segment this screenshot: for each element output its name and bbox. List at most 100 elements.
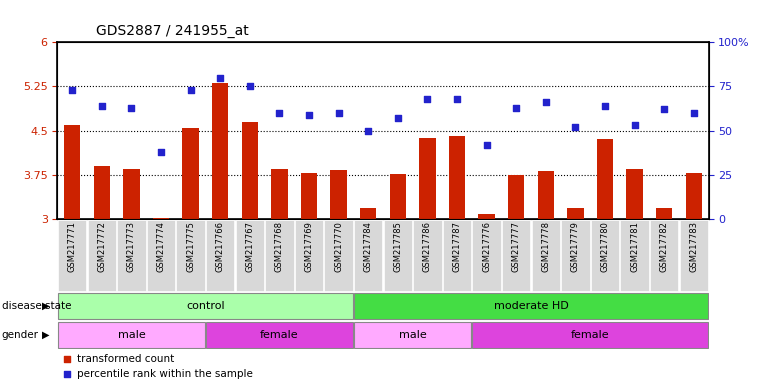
Text: GSM217767: GSM217767 bbox=[245, 221, 254, 272]
Bar bbox=[64, 125, 80, 219]
FancyBboxPatch shape bbox=[58, 220, 87, 291]
Bar bbox=[360, 208, 376, 219]
Text: GSM217775: GSM217775 bbox=[186, 221, 195, 272]
Text: disease state: disease state bbox=[2, 301, 71, 311]
FancyBboxPatch shape bbox=[502, 220, 530, 291]
Point bbox=[540, 99, 552, 105]
Point bbox=[510, 104, 522, 111]
Text: GSM217773: GSM217773 bbox=[127, 221, 136, 272]
Point bbox=[273, 110, 286, 116]
Text: GSM217778: GSM217778 bbox=[542, 221, 550, 272]
FancyBboxPatch shape bbox=[413, 220, 442, 291]
Point bbox=[569, 124, 581, 130]
FancyBboxPatch shape bbox=[325, 220, 353, 291]
Point bbox=[155, 149, 167, 155]
FancyBboxPatch shape bbox=[473, 322, 708, 348]
FancyBboxPatch shape bbox=[206, 322, 353, 348]
Bar bbox=[627, 169, 643, 219]
Text: GSM217779: GSM217779 bbox=[571, 221, 580, 272]
Text: GSM217782: GSM217782 bbox=[660, 221, 669, 272]
FancyBboxPatch shape bbox=[679, 220, 708, 291]
Text: ▶: ▶ bbox=[42, 330, 50, 340]
FancyBboxPatch shape bbox=[650, 220, 679, 291]
FancyBboxPatch shape bbox=[58, 293, 353, 319]
Text: GSM217780: GSM217780 bbox=[601, 221, 610, 272]
Text: male: male bbox=[399, 330, 427, 340]
Bar bbox=[212, 83, 228, 219]
FancyBboxPatch shape bbox=[58, 322, 205, 348]
Text: GSM217776: GSM217776 bbox=[482, 221, 491, 272]
Bar bbox=[271, 169, 287, 219]
Point bbox=[628, 122, 640, 128]
FancyBboxPatch shape bbox=[620, 220, 649, 291]
FancyBboxPatch shape bbox=[591, 220, 619, 291]
Bar bbox=[686, 173, 702, 219]
Point bbox=[451, 96, 463, 102]
FancyBboxPatch shape bbox=[265, 220, 293, 291]
Bar bbox=[330, 170, 347, 219]
Text: gender: gender bbox=[2, 330, 38, 340]
Point bbox=[244, 83, 256, 89]
Text: ▶: ▶ bbox=[42, 301, 50, 311]
FancyBboxPatch shape bbox=[295, 220, 323, 291]
Point bbox=[214, 74, 227, 81]
Point bbox=[303, 112, 315, 118]
FancyBboxPatch shape bbox=[443, 220, 471, 291]
Text: GSM217772: GSM217772 bbox=[97, 221, 106, 272]
Text: GSM217787: GSM217787 bbox=[453, 221, 461, 272]
Bar bbox=[301, 173, 317, 219]
Bar bbox=[449, 136, 465, 219]
Point bbox=[688, 110, 700, 116]
Point bbox=[126, 104, 138, 111]
FancyBboxPatch shape bbox=[354, 322, 471, 348]
Bar bbox=[242, 122, 258, 219]
Bar bbox=[390, 174, 406, 219]
FancyBboxPatch shape bbox=[117, 220, 146, 291]
Text: male: male bbox=[117, 330, 146, 340]
Text: GSM217781: GSM217781 bbox=[630, 221, 639, 272]
Bar bbox=[93, 166, 110, 219]
Point bbox=[96, 103, 108, 109]
Point bbox=[466, 137, 478, 144]
Text: GSM217785: GSM217785 bbox=[393, 221, 402, 272]
Text: GSM217766: GSM217766 bbox=[216, 221, 224, 272]
Point bbox=[362, 127, 375, 134]
FancyBboxPatch shape bbox=[147, 220, 175, 291]
Point bbox=[466, 276, 478, 282]
Bar bbox=[419, 137, 436, 219]
Bar bbox=[568, 208, 584, 219]
Text: percentile rank within the sample: percentile rank within the sample bbox=[77, 369, 253, 379]
Text: moderate HD: moderate HD bbox=[493, 301, 568, 311]
FancyBboxPatch shape bbox=[532, 220, 560, 291]
FancyBboxPatch shape bbox=[354, 220, 382, 291]
Bar bbox=[153, 218, 169, 219]
Text: GSM217770: GSM217770 bbox=[334, 221, 343, 272]
Text: female: female bbox=[260, 330, 299, 340]
Text: transformed count: transformed count bbox=[77, 354, 174, 364]
FancyBboxPatch shape bbox=[87, 220, 116, 291]
Bar bbox=[597, 139, 613, 219]
Bar bbox=[123, 169, 139, 219]
Point bbox=[421, 96, 434, 102]
Text: GSM217769: GSM217769 bbox=[305, 221, 313, 272]
FancyBboxPatch shape bbox=[206, 220, 234, 291]
Text: GSM217784: GSM217784 bbox=[364, 221, 373, 272]
FancyBboxPatch shape bbox=[384, 220, 412, 291]
Text: GSM217768: GSM217768 bbox=[275, 221, 284, 272]
Point bbox=[391, 115, 404, 121]
Text: GSM217774: GSM217774 bbox=[156, 221, 165, 272]
FancyBboxPatch shape bbox=[354, 293, 708, 319]
Text: GSM217771: GSM217771 bbox=[67, 221, 77, 272]
Text: control: control bbox=[186, 301, 224, 311]
Bar bbox=[538, 170, 554, 219]
Bar bbox=[508, 175, 524, 219]
FancyBboxPatch shape bbox=[561, 220, 590, 291]
Text: female: female bbox=[571, 330, 610, 340]
Bar bbox=[182, 127, 198, 219]
FancyBboxPatch shape bbox=[473, 220, 501, 291]
FancyBboxPatch shape bbox=[236, 220, 264, 291]
Point bbox=[66, 87, 78, 93]
Point bbox=[599, 103, 611, 109]
Point bbox=[185, 87, 197, 93]
Bar bbox=[479, 214, 495, 219]
